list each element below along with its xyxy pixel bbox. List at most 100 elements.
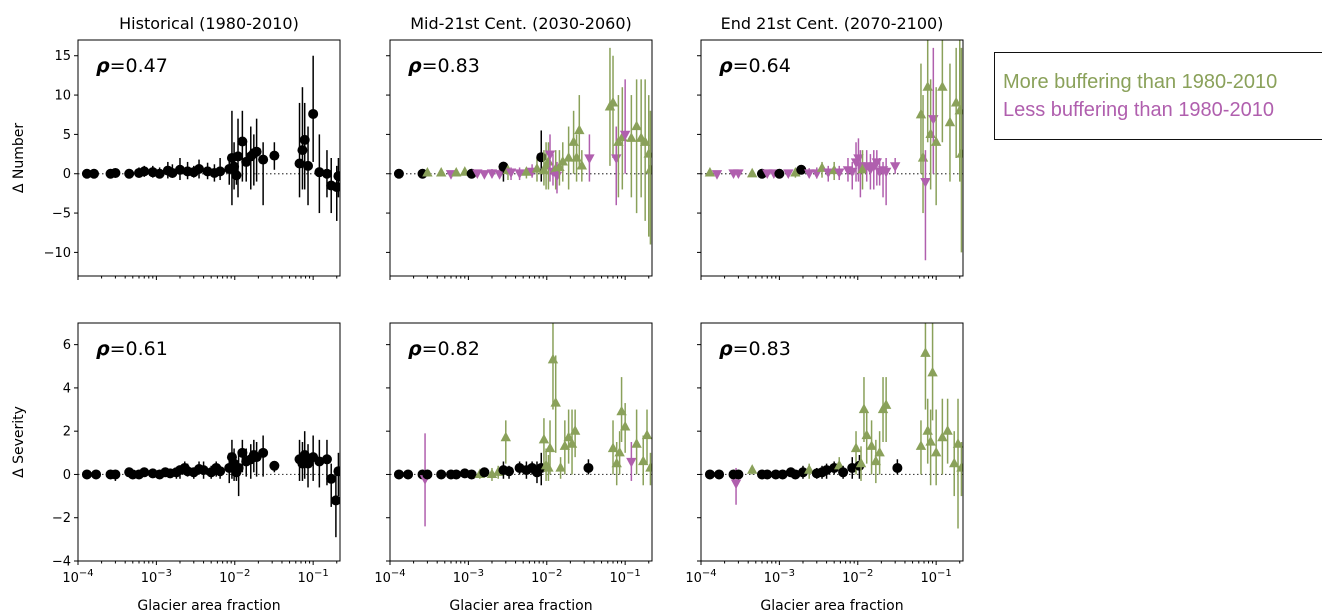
data-point-circle [333,466,340,477]
panel-title: End 21st Cent. (2070-2100) [721,14,944,33]
data-point-triangle-down [803,169,815,179]
data-point-triangle-up [521,166,532,176]
data-point-circle [269,150,280,161]
data-point-triangle-up [563,431,574,442]
data-point-circle [796,164,807,175]
data-point-triangle-up [554,161,565,172]
data-point-triangle-up [915,440,927,450]
rho-symbol: ρ [719,55,733,77]
data-point-triangle-up [930,136,942,146]
data-point-triangle-down [730,479,742,490]
y-tick-label: 15 [54,49,71,64]
data-point-triangle-down [783,169,794,179]
data-point-circle [299,134,310,145]
data-point-triangle-up [638,455,649,466]
data-point-circle [333,171,340,182]
data-point-triangle-up [451,166,462,177]
axes-frame [700,39,964,277]
data-point-circle [81,469,92,480]
data-point-triangle-down [928,115,939,125]
y-tick-label: 10 [54,89,71,104]
y-tick-label: −5 [52,207,71,222]
y-tick-label: 0 [63,468,71,483]
data-point-circle [297,145,308,156]
x-axis-label: Glacier area fraction [137,598,280,613]
data-point-circle [139,166,150,177]
axes-frame [700,322,964,562]
data-point-triangle-down [626,457,637,468]
data-point-circle [231,170,242,181]
data-point-triangle-up [543,155,554,166]
data-point-circle [892,462,903,473]
x-tick-exponent: −1 [626,568,641,579]
x-tick-label: 10−3 [453,568,484,586]
data-point-triangle-up [956,461,963,472]
data-point-triangle-up [855,457,867,468]
data-point-triangle-up [944,116,956,127]
data-point-circle [299,449,310,460]
data-point-triangle-up [645,163,652,174]
data-point-triangle-up [915,108,927,119]
data-point-triangle-down [486,169,498,179]
data-point-triangle-up [616,405,627,416]
data-point-circle [233,462,244,473]
data-point-triangle-up [927,366,938,377]
data-point-circle [110,167,121,178]
x-tick-exponent: −4 [702,568,717,579]
x-tick-exponent: −3 [780,568,795,579]
y-tick-label: 5 [63,128,71,143]
data-point-circle [393,469,404,480]
rho-symbol: ρ [719,338,733,360]
data-point-circle [838,467,849,478]
legend: More buffering than 1980-2010 Less buffe… [994,52,1322,140]
data-point-triangle-up [631,120,642,131]
data-point-triangle-up [920,347,931,357]
y-tick-label: 6 [63,338,71,353]
data-point-circle [762,469,773,480]
data-point-triangle-up [569,425,581,435]
data-marks [393,47,652,245]
data-point-triangle-down [834,168,845,179]
data-point-triangle-up [925,436,936,446]
data-point-circle [704,469,715,480]
x-axis-label: Glacier area fraction [449,598,592,613]
data-point-circle [321,454,332,465]
data-point-circle [89,168,100,179]
x-tick-exponent: −3 [469,568,484,579]
data-point-circle [237,136,248,147]
x-tick-exponent: −4 [79,568,94,579]
data-point-triangle-up [803,464,815,474]
data-point-triangle-down [619,130,631,141]
data-point-triangle-down [762,169,773,179]
data-point-circle [124,168,135,179]
data-point-triangle-down [514,169,525,179]
data-point-triangle-up [747,167,758,178]
data-point-triangle-up [614,446,625,457]
data-marks [81,55,340,221]
data-point-circle [714,469,725,480]
x-tick-exponent: −2 [548,568,563,579]
data-point-triangle-up [550,397,561,407]
correlation-annotation: ρ=0.64 [719,55,791,77]
data-point-triangle-up [641,429,652,440]
data-point-circle [303,160,314,171]
data-point-circle [314,167,325,178]
data-marks [81,431,340,538]
data-point-triangle-up [834,459,845,470]
axes-frame [389,39,653,277]
rho-value: =0.47 [110,55,168,77]
data-point-triangle-up [538,433,550,444]
panel-number-mid: Mid-21st Cent. (2030-2060) ρ=0.83 [386,14,653,280]
data-point-triangle-up [917,152,929,162]
x-tick-exponent: −4 [391,568,406,579]
data-point-circle [770,469,781,480]
y-tick-label: 2 [63,425,71,440]
data-point-triangle-up [861,429,872,440]
panel-severity-end: 10−4 10−3 10−2 10−1 Glacier area fraction ρ=0… [685,322,964,613]
rho-value: =0.83 [422,55,480,77]
correlation-annotation: ρ=0.83 [719,338,791,360]
data-point-circle [215,166,226,177]
correlation-annotation: ρ=0.47 [96,55,168,77]
panel-title: Historical (1980-2010) [119,14,299,33]
